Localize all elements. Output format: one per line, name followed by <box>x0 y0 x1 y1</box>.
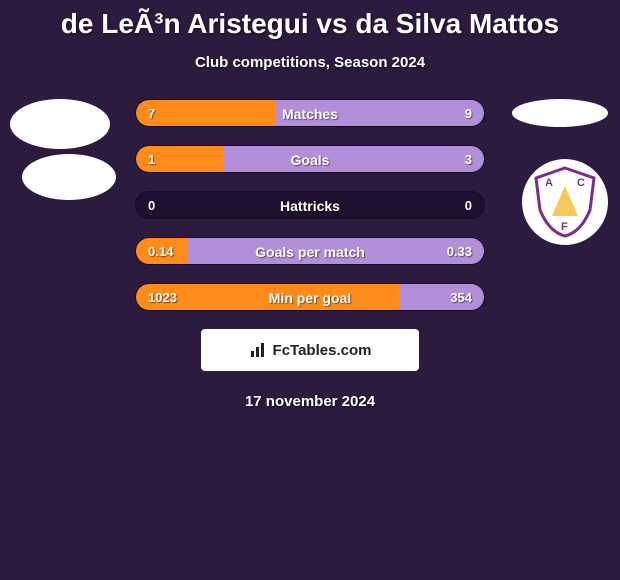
page-background: de LeÃ³n Aristegui vs da Silva Mattos Cl… <box>0 0 620 580</box>
branding-box: FcTables.com <box>201 329 419 371</box>
club-badge-right: A C F <box>522 159 608 245</box>
stat-row: 79Matches <box>135 99 485 127</box>
page-date: 17 november 2024 <box>0 393 620 410</box>
stat-label: Matches <box>136 100 484 127</box>
svg-text:A: A <box>545 177 553 189</box>
stat-label: Goals per match <box>136 238 484 265</box>
stat-row: 00Hattricks <box>135 191 485 219</box>
page-title: de LeÃ³n Aristegui vs da Silva Mattos <box>0 0 620 40</box>
stat-row: 13Goals <box>135 145 485 173</box>
shield-icon: A C F <box>532 166 598 238</box>
svg-text:F: F <box>561 221 568 233</box>
player-left-avatar-1 <box>10 99 110 149</box>
stat-label: Hattricks <box>136 192 484 219</box>
player-right-avatar-top <box>512 99 608 127</box>
chart-icon <box>249 341 267 359</box>
page-subtitle: Club competitions, Season 2024 <box>0 54 620 71</box>
svg-text:C: C <box>577 177 585 189</box>
comparison-area: A C F 79Matches 13Goals 00Hattricks 0.140.3… <box>0 99 620 311</box>
stat-row: 0.140.33Goals per match <box>135 237 485 265</box>
stat-rows: 79Matches 13Goals 00Hattricks 0.140.33Goals… <box>135 99 485 311</box>
player-left-avatar-2 <box>22 154 116 200</box>
stat-label: Goals <box>136 146 484 173</box>
stat-row: 1023354Min per goal <box>135 283 485 311</box>
stat-label: Min per goal <box>136 284 484 311</box>
branding-text: FcTables.com <box>273 342 372 359</box>
